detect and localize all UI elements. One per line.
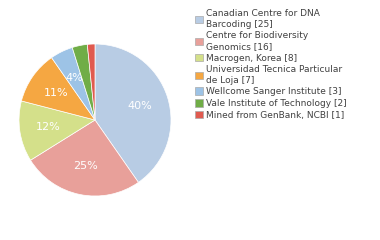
Text: 40%: 40% xyxy=(128,101,152,111)
Wedge shape xyxy=(19,101,95,160)
Text: 11%: 11% xyxy=(44,88,69,98)
Wedge shape xyxy=(30,120,138,196)
Wedge shape xyxy=(87,44,95,120)
Wedge shape xyxy=(52,48,95,120)
Wedge shape xyxy=(95,44,171,182)
Text: 4%: 4% xyxy=(65,73,83,83)
Text: 25%: 25% xyxy=(73,161,98,171)
Legend: Canadian Centre for DNA
Barcoding [25], Centre for Biodiversity
Genomics [16], M: Canadian Centre for DNA Barcoding [25], … xyxy=(195,9,347,120)
Wedge shape xyxy=(72,44,95,120)
Wedge shape xyxy=(21,58,95,120)
Text: 12%: 12% xyxy=(36,122,61,132)
